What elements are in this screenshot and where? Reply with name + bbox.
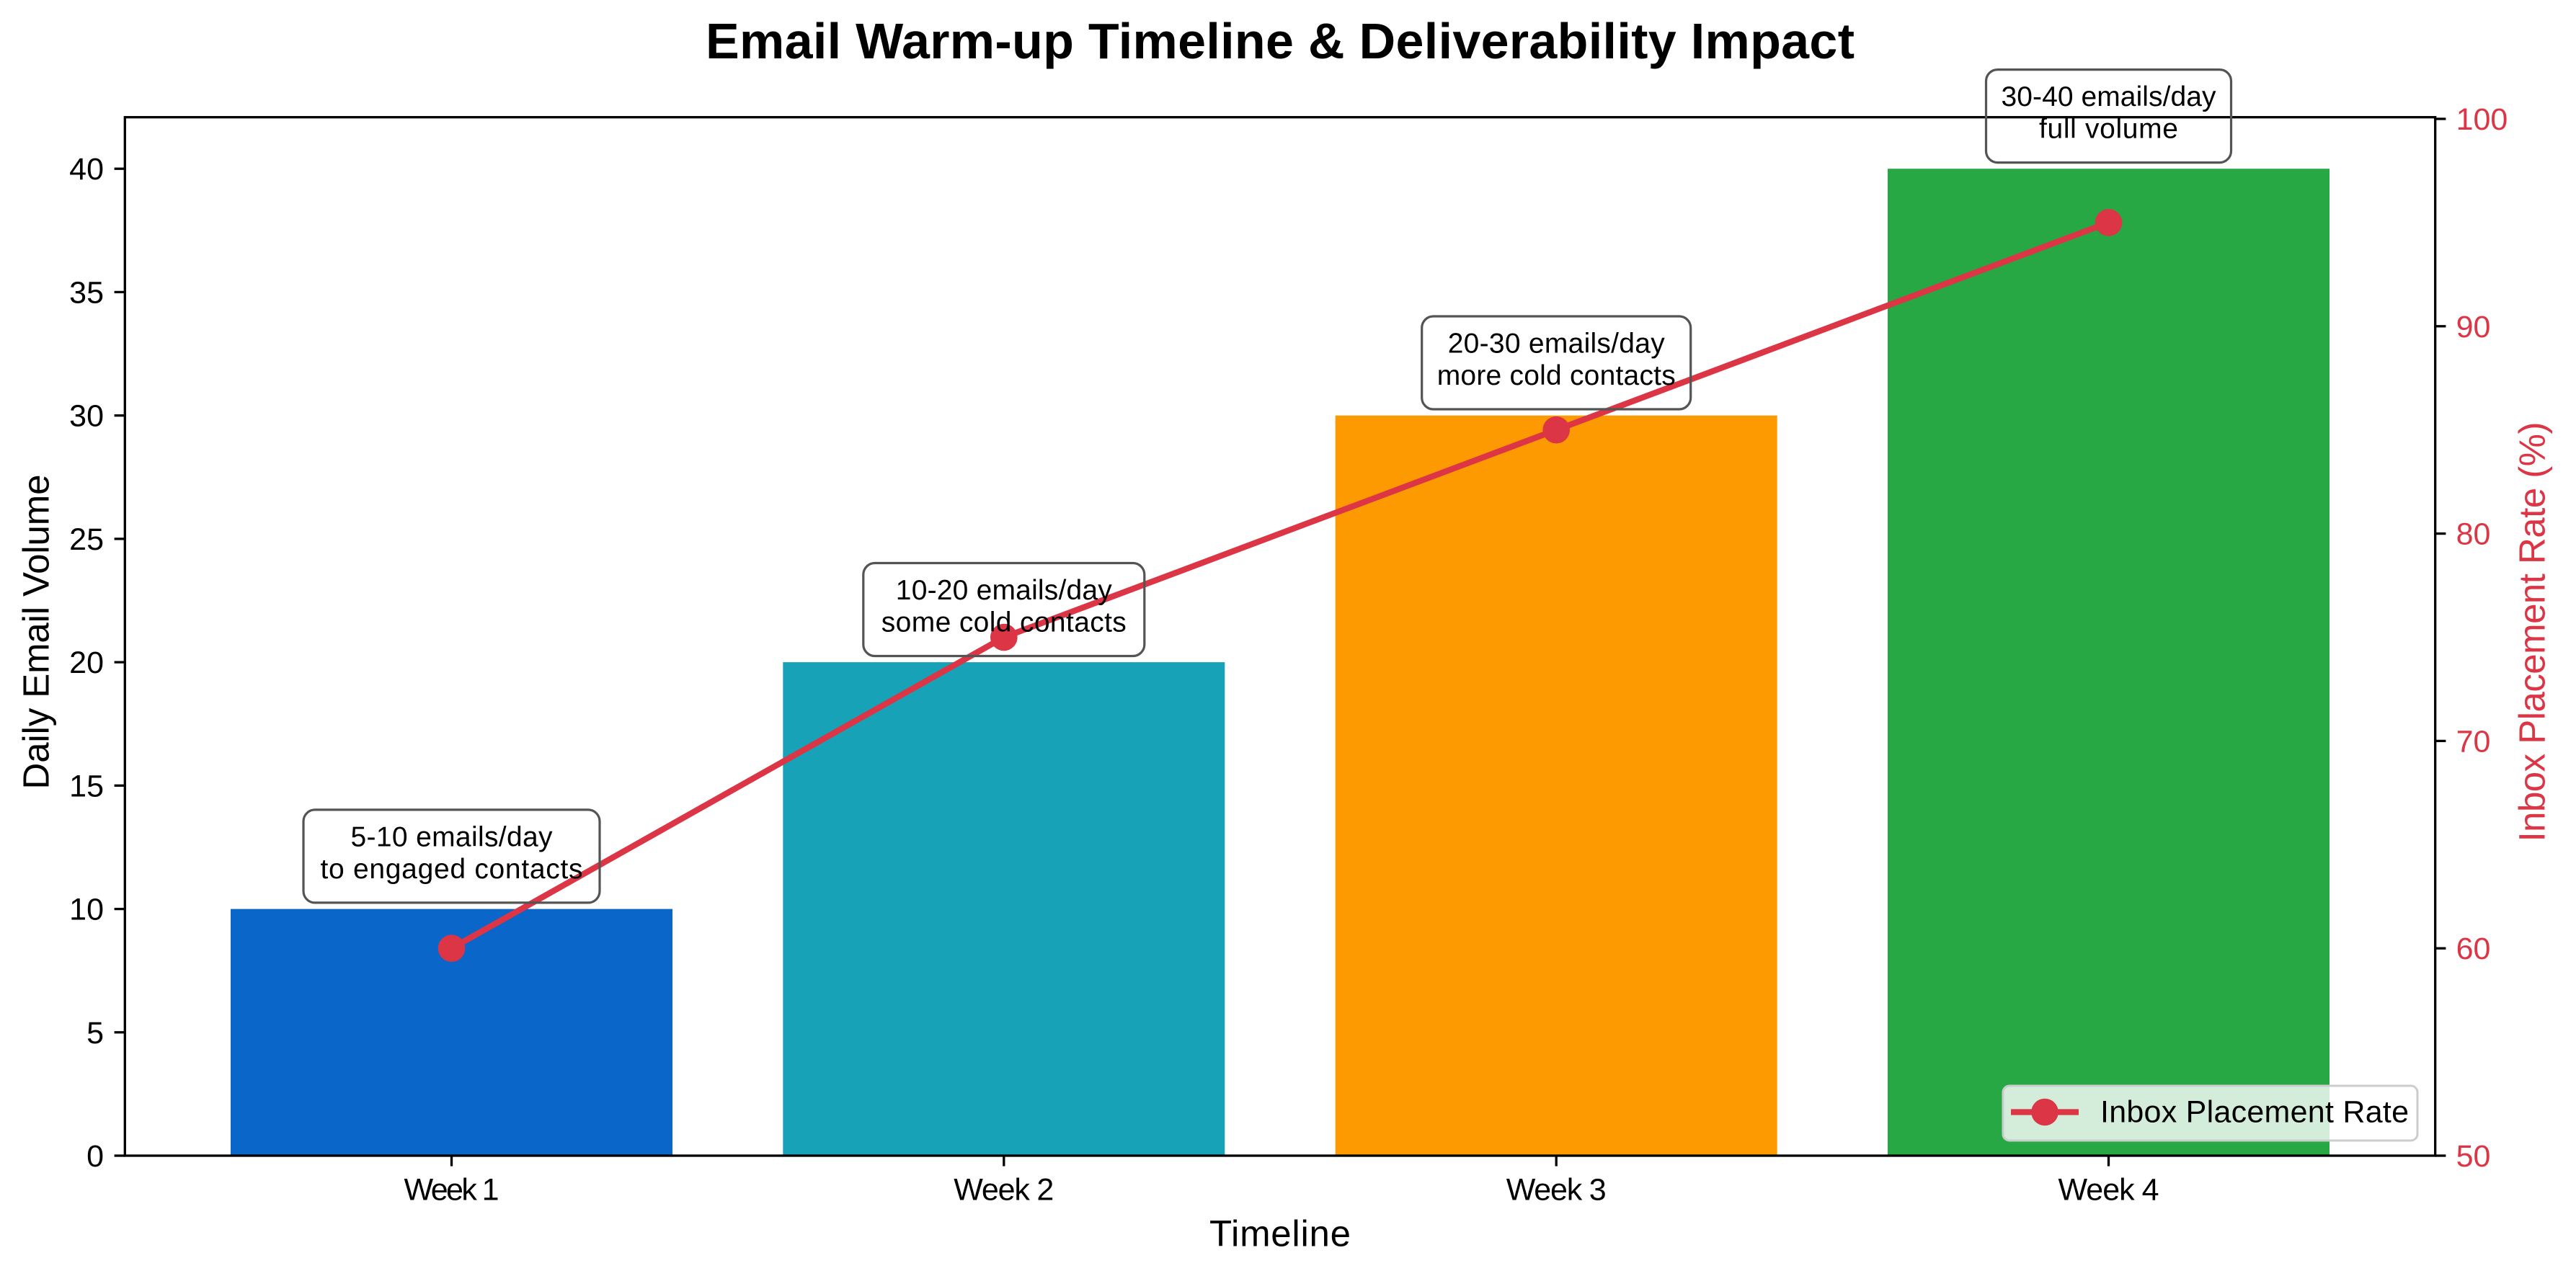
svg-text:15: 15 [69,769,104,803]
svg-text:50: 50 [2456,1139,2491,1174]
svg-text:Week 2: Week 2 [954,1172,1054,1207]
svg-text:10: 10 [69,893,104,927]
svg-text:35: 35 [69,275,104,310]
svg-text:Week 1: Week 1 [404,1172,499,1207]
svg-text:some cold contacts: some cold contacts [881,607,1127,638]
svg-text:more cold contacts: more cold contacts [1437,360,1676,391]
svg-text:25: 25 [69,522,104,557]
svg-text:to engaged contacts: to engaged contacts [321,854,583,885]
svg-text:90: 90 [2456,310,2491,344]
svg-text:Email Warm-up Timeline & Deliv: Email Warm-up Timeline & Deliverability … [706,13,1855,69]
svg-text:20-30 emails/day: 20-30 emails/day [1448,328,1666,359]
svg-text:70: 70 [2456,724,2491,759]
svg-text:20: 20 [69,646,104,680]
svg-text:full volume: full volume [2039,114,2178,145]
svg-text:100: 100 [2456,102,2508,137]
svg-text:Timeline: Timeline [1209,1213,1351,1254]
svg-text:80: 80 [2456,517,2491,552]
svg-text:40: 40 [69,152,104,187]
svg-text:10-20 emails/day: 10-20 emails/day [896,575,1113,606]
svg-text:60: 60 [2456,932,2491,966]
svg-text:5: 5 [86,1016,104,1050]
svg-text:30-40 emails/day: 30-40 emails/day [2002,81,2217,112]
svg-text:Inbox Placement Rate: Inbox Placement Rate [2100,1094,2409,1129]
svg-text:30: 30 [69,399,104,434]
svg-text:Week 3: Week 3 [1506,1172,1607,1207]
svg-text:Week 4: Week 4 [2058,1172,2159,1207]
svg-text:Daily Email Volume: Daily Email Volume [16,475,57,790]
svg-text:0: 0 [86,1139,104,1174]
svg-text:Inbox Placement Rate (%): Inbox Placement Rate (%) [2512,422,2553,842]
svg-text:5-10 emails/day: 5-10 emails/day [351,821,554,852]
